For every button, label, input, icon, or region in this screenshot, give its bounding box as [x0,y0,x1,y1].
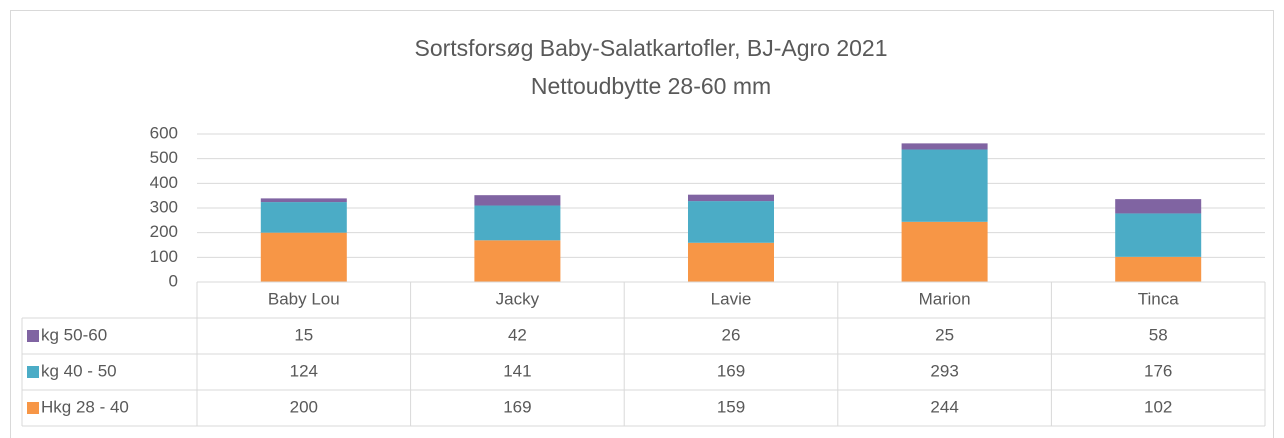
chart-title: Sortsforsøg Baby-Salatkartofler, BJ-Agro… [415,35,888,61]
legend-label: kg 50-60 [41,325,107,344]
table-cell: 15 [294,325,313,344]
table-cell: 176 [1144,361,1172,380]
y-tick-label: 500 [150,148,178,167]
bar-segment [260,232,347,282]
table-cell: 244 [930,397,958,416]
table-cell: 102 [1144,397,1172,416]
x-tick-label: Tinca [1138,289,1179,308]
table-cell: 25 [935,325,954,344]
bar-segment [901,149,988,222]
bar-segment [260,198,347,203]
y-tick-label: 0 [169,271,178,290]
bar-segment [260,202,347,233]
y-tick-label: 600 [150,123,178,142]
y-tick-label: 100 [150,247,178,266]
bar-segment [688,194,774,202]
bar-segment [474,205,561,241]
table-cell: 26 [722,325,741,344]
y-tick-label: 300 [150,197,178,216]
legend-label: Hkg 28 - 40 [41,397,129,416]
x-tick-label: Jacky [496,289,540,308]
bar-segment [474,240,561,282]
legend-swatch [27,402,39,414]
table-cell: 200 [290,397,318,416]
table-cell: 58 [1149,325,1168,344]
bar-segment [901,143,988,150]
table-cell: 169 [503,397,531,416]
bar-segment [901,221,988,282]
legend-label: kg 40 - 50 [41,361,117,380]
bar-segment [474,195,561,206]
bar-segment [688,201,774,243]
bar-segment [1115,213,1202,257]
table-cell: 42 [508,325,527,344]
x-tick-label: Marion [919,289,971,308]
table-cell: 169 [717,361,745,380]
x-tick-label: Lavie [711,289,752,308]
bar-segment [688,242,774,282]
table-cell: 141 [503,361,531,380]
table-cell: 124 [290,361,318,380]
x-tick-label: Baby Lou [268,289,340,308]
bar-segment [1115,199,1202,214]
table-cell: 293 [930,361,958,380]
legend-swatch [27,330,39,342]
chart-border [10,10,1274,438]
y-tick-label: 200 [150,222,178,241]
bar-segment [1115,256,1202,282]
legend-swatch [27,366,39,378]
y-tick-label: 400 [150,173,178,192]
chart-subtitle: Nettoudbytte 28-60 mm [531,73,771,99]
table-cell: 159 [717,397,745,416]
